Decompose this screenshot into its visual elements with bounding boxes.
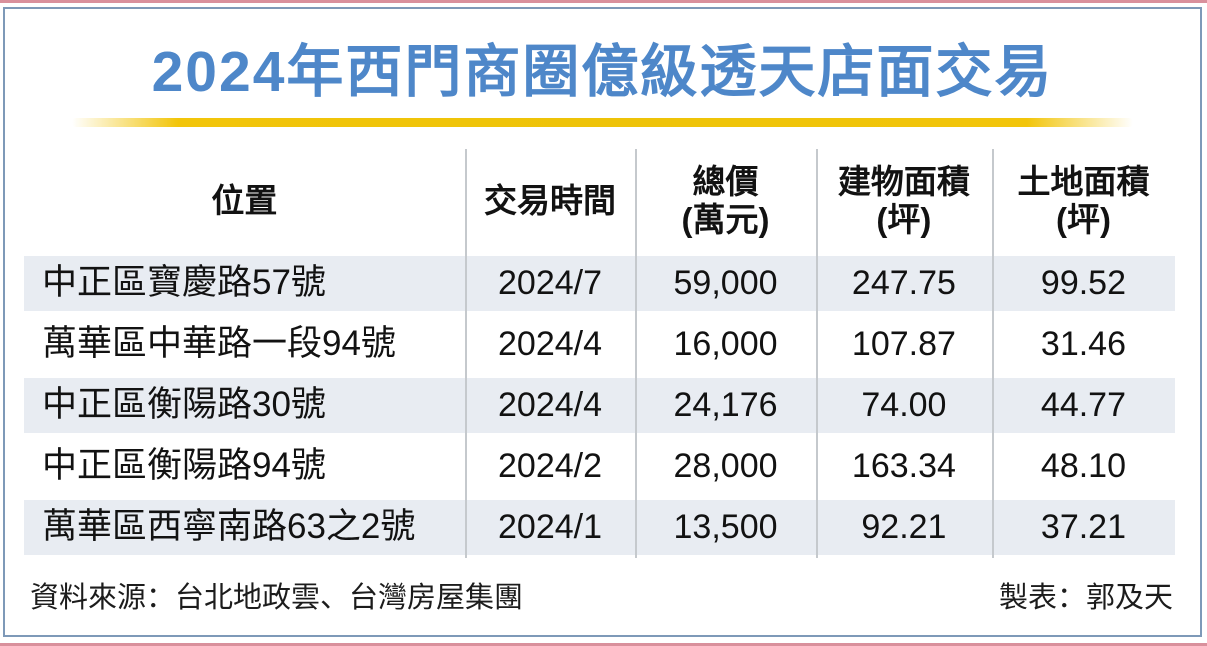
table-row: 中正區衡陽路94號 2024/2 28,000 163.34 48.10 bbox=[24, 436, 1175, 497]
table-row: 中正區衡陽路30號 2024/4 24,176 74.00 44.77 bbox=[24, 375, 1175, 436]
cell-total-price: 59,000 bbox=[673, 263, 778, 302]
cell-building-area: 163.34 bbox=[851, 446, 956, 485]
cell-total-price: 24,176 bbox=[673, 385, 778, 424]
cell-location: 中正區衡陽路30號 bbox=[42, 385, 326, 425]
table-row: 中正區寶慶路57號 2024/7 59,000 247.75 99.52 bbox=[24, 253, 1175, 314]
cell-land-area: 37.21 bbox=[1040, 507, 1127, 546]
footer: 資料來源：台北地政雲、台灣房屋集團 製表：郭及天 bbox=[30, 574, 1173, 616]
cell-land-area: 44.77 bbox=[1040, 385, 1127, 424]
cell-location: 萬華區西寧南路63之2號 bbox=[42, 507, 416, 547]
content-area: 2024年西門商圈億級透天店面交易 位置 交易時間 總價 (萬元) bbox=[10, 12, 1195, 632]
header-building-area: 建物面積 (坪) bbox=[816, 163, 992, 239]
header-label: 總價 bbox=[692, 163, 759, 201]
header-sublabel: (坪) bbox=[1055, 201, 1111, 238]
cell-building-area: 74.00 bbox=[861, 385, 947, 424]
cell-location: 中正區寶慶路57號 bbox=[42, 263, 326, 303]
header-date: 交易時間 bbox=[465, 182, 635, 220]
bottom-edge-line bbox=[0, 643, 1207, 646]
table-row: 萬華區中華路一段94號 2024/4 16,000 107.87 31.46 bbox=[24, 314, 1175, 375]
cell-location: 萬華區中華路一段94號 bbox=[42, 324, 396, 364]
cell-date: 2024/4 bbox=[498, 324, 602, 363]
cell-date: 2024/7 bbox=[498, 263, 602, 302]
cell-building-area: 92.21 bbox=[861, 507, 947, 546]
gold-divider bbox=[72, 118, 1133, 127]
source-note: 資料來源：台北地政雲、台灣房屋集團 bbox=[30, 582, 524, 614]
header-label: 建物面積 bbox=[837, 163, 970, 201]
cell-land-area: 99.52 bbox=[1040, 263, 1127, 302]
cell-location: 中正區衡陽路94號 bbox=[42, 446, 326, 486]
header-label: 交易時間 bbox=[484, 182, 616, 220]
cell-building-area: 247.75 bbox=[851, 263, 956, 302]
cell-total-price: 13,500 bbox=[673, 507, 778, 546]
page-title: 2024年西門商圈億級透天店面交易 bbox=[151, 40, 1054, 104]
header-sublabel: (坪) bbox=[876, 201, 932, 238]
table-header-row: 位置 交易時間 總價 (萬元) 建物面積 (坪) 土地面積 (坪) bbox=[24, 149, 1175, 253]
cell-land-area: 31.46 bbox=[1040, 324, 1127, 363]
cell-building-area: 107.87 bbox=[851, 324, 956, 363]
cell-date: 2024/1 bbox=[498, 507, 602, 546]
cell-date: 2024/2 bbox=[498, 446, 602, 485]
header-label: 位置 bbox=[211, 182, 278, 220]
header-land-area: 土地面積 (坪) bbox=[992, 163, 1175, 239]
credit-note: 製表：郭及天 bbox=[998, 582, 1173, 614]
header-total-price: 總價 (萬元) bbox=[635, 163, 816, 239]
header-label: 土地面積 bbox=[1017, 163, 1150, 201]
table-row: 萬華區西寧南路63之2號 2024/1 13,500 92.21 37.21 bbox=[24, 497, 1175, 558]
header-location: 位置 bbox=[24, 182, 465, 220]
cell-total-price: 16,000 bbox=[673, 324, 778, 363]
cell-date: 2024/4 bbox=[498, 385, 602, 424]
transactions-table: 位置 交易時間 總價 (萬元) 建物面積 (坪) 土地面積 (坪) bbox=[24, 149, 1175, 558]
header-sublabel: (萬元) bbox=[681, 201, 770, 238]
top-edge-line bbox=[0, 0, 1207, 3]
cell-total-price: 28,000 bbox=[673, 446, 778, 485]
cell-land-area: 48.10 bbox=[1040, 446, 1127, 485]
